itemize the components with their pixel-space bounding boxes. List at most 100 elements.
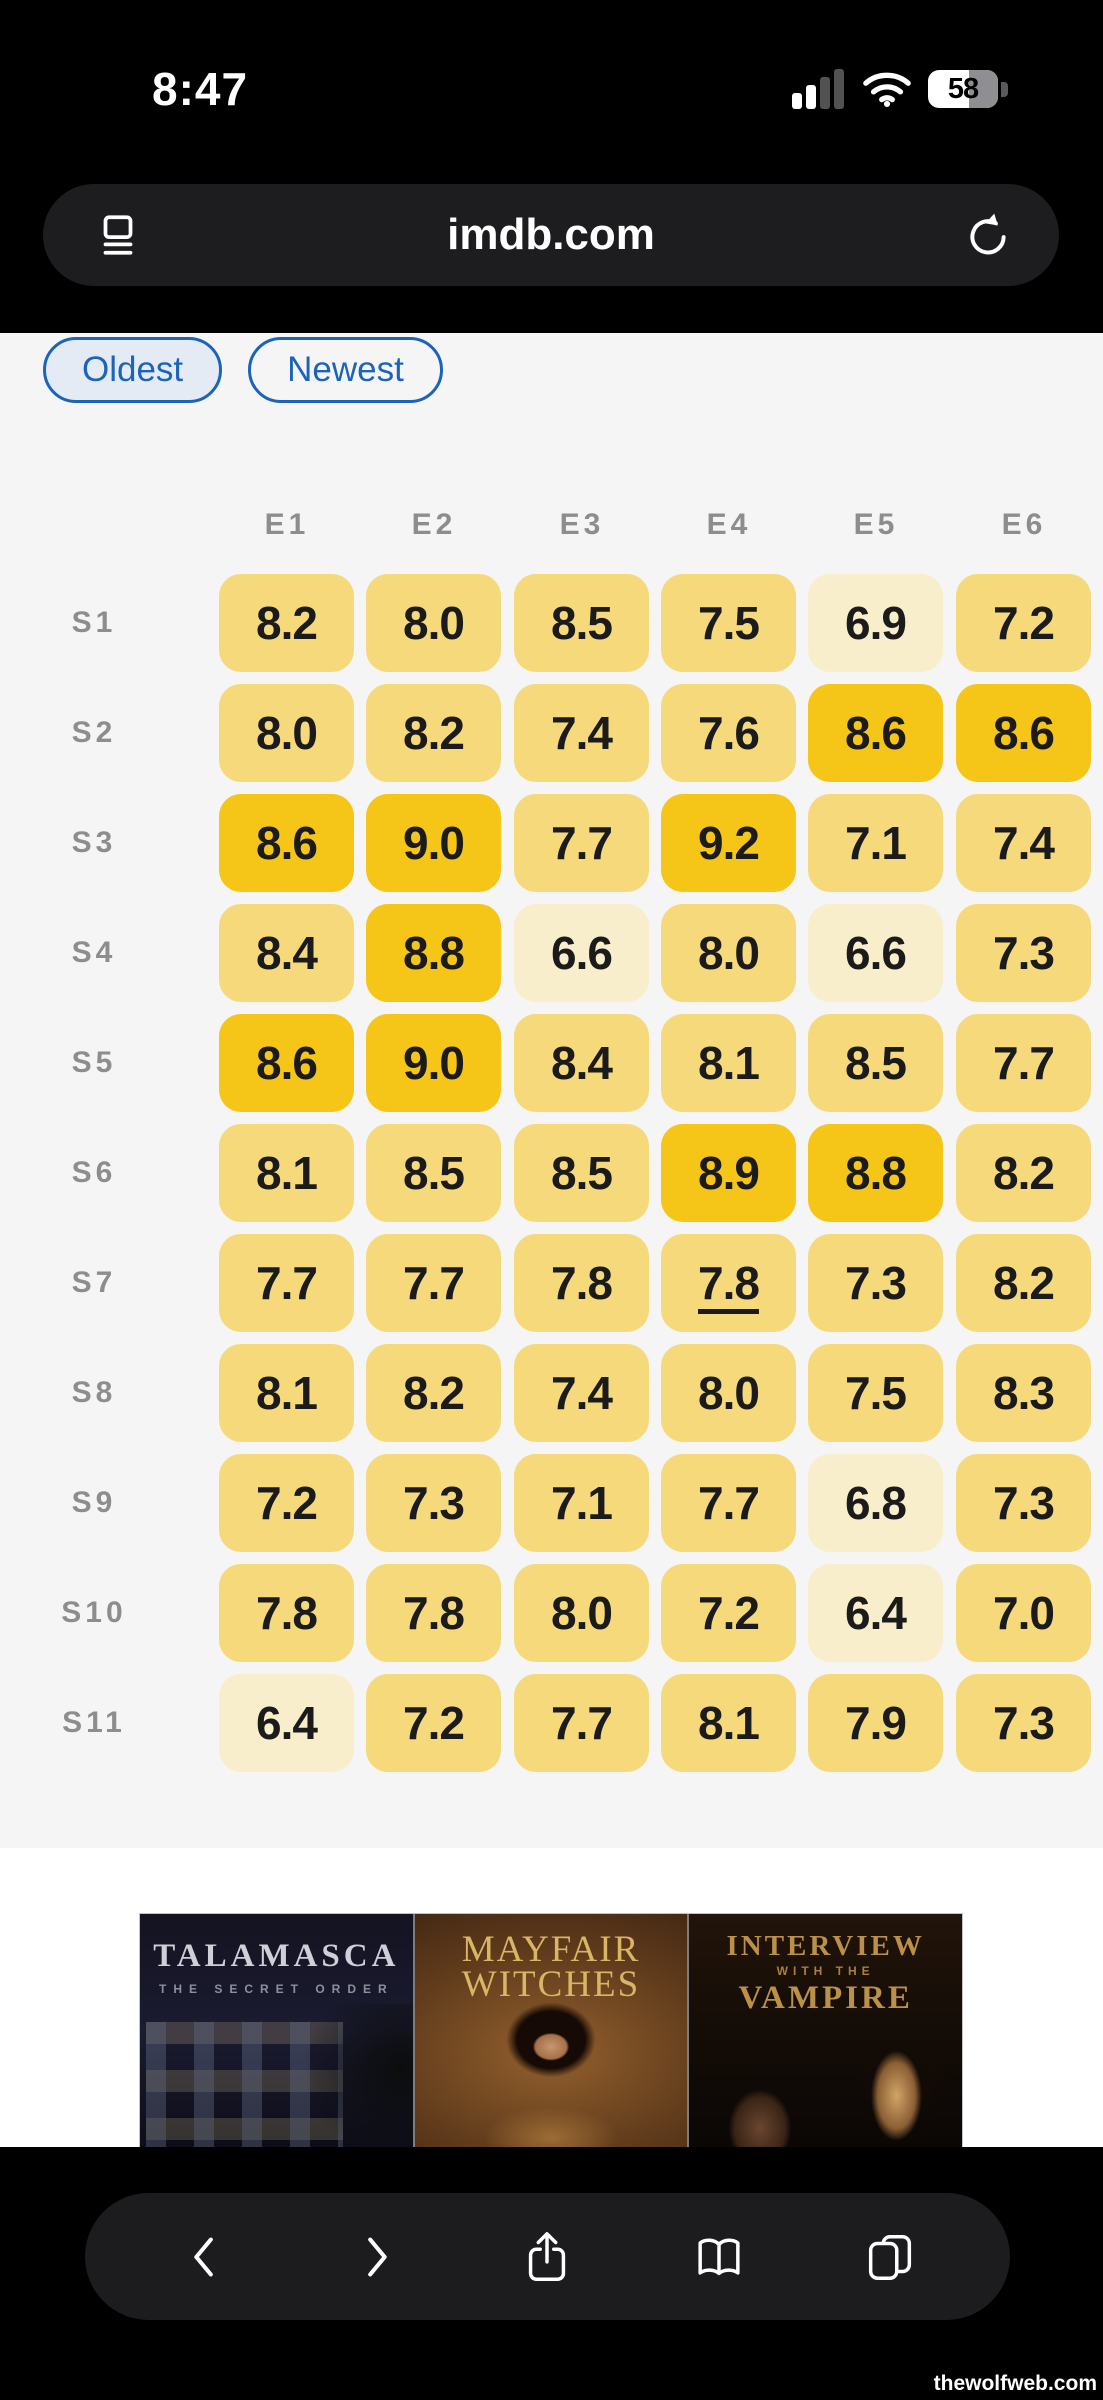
rating-cell[interactable]: 8.6 <box>956 684 1091 782</box>
rating-cell[interactable]: 6.6 <box>514 904 649 1002</box>
rating-cell[interactable]: 8.6 <box>219 1014 354 1112</box>
browser-bottom-bar: thewolfweb.com <box>0 2147 1103 2400</box>
newest-button[interactable]: Newest <box>248 337 443 403</box>
rating-cell[interactable]: 9.0 <box>366 1014 501 1112</box>
season-label: S3 <box>71 826 117 859</box>
rating-cell[interactable]: 8.0 <box>661 1344 796 1442</box>
rating-cell[interactable]: 7.7 <box>219 1234 354 1332</box>
episode-header: E2 <box>411 508 457 541</box>
rating-cell[interactable]: 7.5 <box>808 1344 943 1442</box>
rating-cell[interactable]: 8.6 <box>808 684 943 782</box>
rating-cell[interactable]: 6.4 <box>219 1674 354 1772</box>
rating-cell[interactable]: 7.3 <box>956 904 1091 1002</box>
rating-cell[interactable]: 7.2 <box>366 1674 501 1772</box>
rating-cell[interactable]: 7.4 <box>514 1344 649 1442</box>
rating-cell[interactable]: 8.8 <box>808 1124 943 1222</box>
branches-art <box>302 2004 413 2147</box>
rating-cell[interactable]: 7.8 <box>661 1234 796 1332</box>
rating-cell[interactable]: 7.1 <box>514 1454 649 1552</box>
ad-banner[interactable]: TALAMASCA THE SECRET ORDER MAYFAIR WITCH… <box>139 1913 963 2147</box>
rating-cell[interactable]: 7.3 <box>956 1454 1091 1552</box>
rating-cell[interactable]: 8.1 <box>219 1344 354 1442</box>
rating-cell[interactable]: 7.5 <box>661 574 796 672</box>
rating-cell[interactable]: 7.9 <box>808 1674 943 1772</box>
rating-cell[interactable]: 6.9 <box>808 574 943 672</box>
rating-cell[interactable]: 7.0 <box>956 1564 1091 1662</box>
rating-cell[interactable]: 7.2 <box>661 1564 796 1662</box>
ratings-heatmap: E1 E2 E3 E4 E5 E6 S1 8.2 8.0 8.5 7.5 6.9 7.2 S2 8.0 8.2… <box>0 333 1103 1848</box>
rating-cell[interactable]: 8.2 <box>956 1234 1091 1332</box>
back-button[interactable] <box>170 2222 240 2292</box>
reload-icon[interactable] <box>961 208 1015 262</box>
rating-cell[interactable]: 6.8 <box>808 1454 943 1552</box>
page-settings-icon[interactable] <box>91 208 145 262</box>
rating-cell[interactable]: 7.3 <box>956 1674 1091 1772</box>
rating-cell[interactable]: 7.8 <box>514 1234 649 1332</box>
oldest-button[interactable]: Oldest <box>43 337 223 403</box>
rating-cell[interactable]: 8.0 <box>514 1564 649 1662</box>
forward-button[interactable] <box>341 2222 411 2292</box>
rating-cell[interactable]: 7.7 <box>514 794 649 892</box>
rating-cell[interactable]: 8.0 <box>219 684 354 782</box>
rating-cell[interactable]: 8.6 <box>219 794 354 892</box>
season-label: S2 <box>71 716 117 749</box>
rating-cell[interactable]: 8.0 <box>661 904 796 1002</box>
share-button[interactable] <box>512 2222 582 2292</box>
rating-cell[interactable]: 8.0 <box>366 574 501 672</box>
ad-poster-mayfair-witches[interactable]: MAYFAIR WITCHES <box>412 1914 688 2147</box>
rating-cell[interactable]: 9.0 <box>366 794 501 892</box>
season-label: S10 <box>61 1596 127 1629</box>
rating-cell[interactable]: 7.7 <box>661 1454 796 1552</box>
rating-cell[interactable]: 6.4 <box>808 1564 943 1662</box>
rating-cell[interactable]: 8.1 <box>219 1124 354 1222</box>
season-label: S8 <box>71 1376 117 1409</box>
tabs-button[interactable] <box>855 2222 925 2292</box>
rating-cell[interactable]: 8.2 <box>219 574 354 672</box>
rating-cell[interactable]: 7.6 <box>661 684 796 782</box>
poster-title: INTERVIEW <box>726 1930 925 1962</box>
wifi-icon <box>862 70 912 108</box>
poster-title: MAYFAIR WITCHES <box>461 1929 641 2006</box>
season-label: S9 <box>71 1486 117 1519</box>
rating-cell[interactable]: 7.4 <box>514 684 649 782</box>
season-label: S5 <box>71 1046 117 1079</box>
bookmarks-button[interactable] <box>684 2222 754 2292</box>
rating-cell[interactable]: 8.5 <box>514 574 649 672</box>
rating-cell[interactable]: 8.3 <box>956 1344 1091 1442</box>
rating-cell[interactable]: 8.2 <box>956 1124 1091 1222</box>
rating-cell[interactable]: 6.6 <box>808 904 943 1002</box>
sort-filters: Oldest Newest <box>43 337 443 403</box>
rating-cell[interactable]: 9.2 <box>661 794 796 892</box>
rating-cell[interactable]: 8.1 <box>661 1014 796 1112</box>
season-label: S7 <box>71 1266 117 1299</box>
rating-cell[interactable]: 8.5 <box>514 1124 649 1222</box>
rating-cell[interactable]: 8.5 <box>808 1014 943 1112</box>
rating-cell[interactable]: 8.9 <box>661 1124 796 1222</box>
rating-cell[interactable]: 7.8 <box>219 1564 354 1662</box>
rating-cell[interactable]: 8.5 <box>366 1124 501 1222</box>
rating-cell[interactable]: 7.7 <box>514 1674 649 1772</box>
rating-cell[interactable]: 8.2 <box>366 684 501 782</box>
clock: 8:47 <box>152 63 249 115</box>
rating-cell[interactable]: 7.2 <box>219 1454 354 1552</box>
rating-cell[interactable]: 7.8 <box>366 1564 501 1662</box>
ad-poster-interview-with-the-vampire[interactable]: INTERVIEW WITH THE VAMPIRE <box>687 1914 962 2147</box>
rating-cell[interactable]: 7.7 <box>956 1014 1091 1112</box>
rating-cell[interactable]: 7.7 <box>366 1234 501 1332</box>
rating-cell[interactable]: 7.3 <box>808 1234 943 1332</box>
rating-cell[interactable]: 8.1 <box>661 1674 796 1772</box>
rating-cell[interactable]: 8.2 <box>366 1344 501 1442</box>
rating-cell[interactable]: 8.4 <box>219 904 354 1002</box>
poster-title-2: VAMPIRE <box>738 1980 913 2016</box>
rating-cell[interactable]: 7.4 <box>956 794 1091 892</box>
rating-cell[interactable]: 7.2 <box>956 574 1091 672</box>
url-text[interactable]: imdb.com <box>447 210 655 259</box>
rating-cell[interactable]: 7.3 <box>366 1454 501 1552</box>
ad-poster-talamasca[interactable]: TALAMASCA THE SECRET ORDER <box>140 1914 413 2147</box>
rating-cell[interactable]: 7.1 <box>808 794 943 892</box>
season-label: S1 <box>71 606 117 639</box>
rating-cell[interactable]: 8.4 <box>514 1014 649 1112</box>
vampires-figure-art <box>689 1914 962 2147</box>
rating-cell[interactable]: 8.8 <box>366 904 501 1002</box>
address-bar[interactable]: imdb.com <box>43 184 1059 286</box>
